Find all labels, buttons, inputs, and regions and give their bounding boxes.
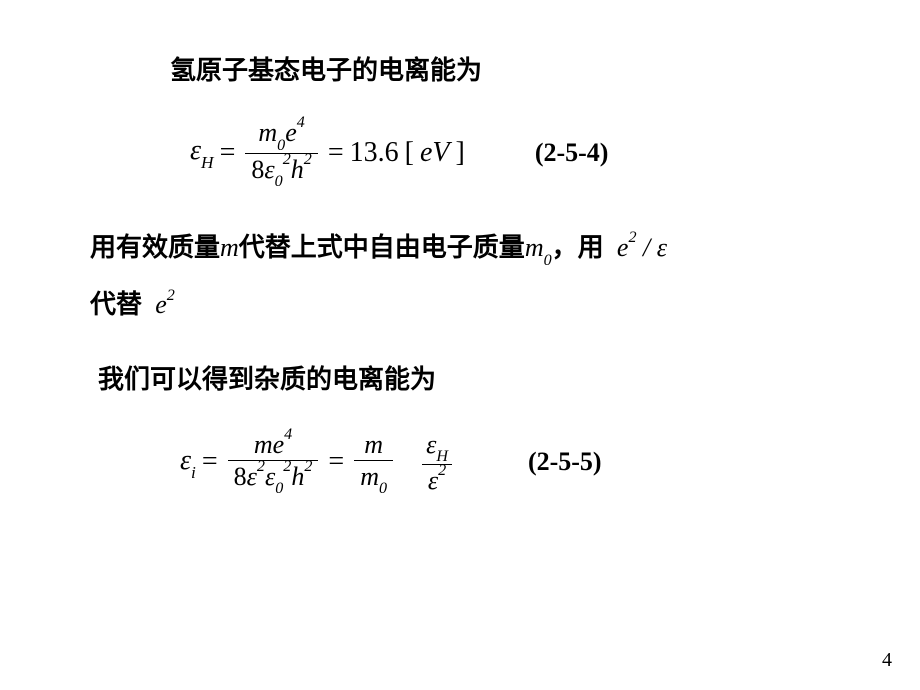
paragraph-2: 我们可以得到杂质的电离能为 (98, 351, 830, 408)
inline-math-1: e2 / ε (611, 233, 673, 262)
page-number: 4 (882, 649, 892, 672)
heading-1: 氢原子基态电子的电离能为 (170, 50, 830, 87)
equation-2-label: (2-5-5) (528, 447, 602, 477)
inline-math-2: e2 (149, 290, 181, 319)
equation-1: εH = m0e4 8ε02h2 = 13.6 [eV] (190, 117, 465, 189)
equation-2-row: εi = me4 8ε2ε02h2 = m m0 εH ε2 (2-5-5) (180, 429, 830, 497)
equation-1-row: εH = m0e4 8ε02h2 = 13.6 [eV] (2-5-4) (190, 117, 830, 189)
slide-content: 氢原子基态电子的电离能为 εH = m0e4 8ε02h2 = 13.6 [eV… (0, 0, 920, 496)
paragraph-1: 用有效质量m代替上式中自由电子质量m0，用 e2 / ε 代替 e2 (90, 219, 830, 333)
equation-1-label: (2-5-4) (535, 138, 609, 168)
equation-2: εi = me4 8ε2ε02h2 = m m0 εH ε2 (180, 429, 458, 497)
